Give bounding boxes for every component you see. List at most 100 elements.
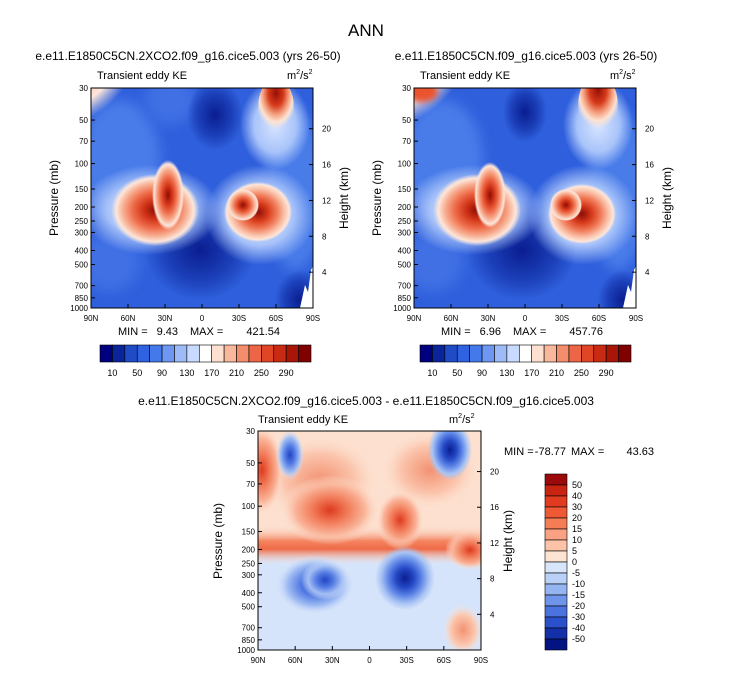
y-tick-label: 500 [398, 261, 412, 270]
x-tick-label: 30N [325, 656, 340, 665]
field-label: Transient eddy KE [420, 70, 510, 82]
colorbar-swatch [494, 344, 508, 363]
height-tick-label: 20 [645, 125, 654, 134]
colorbar-label: 50 [452, 368, 462, 378]
contour-field [414, 88, 636, 308]
x-tick-label: 60S [269, 314, 283, 323]
colorbar-swatch [161, 344, 175, 363]
colorbar-swatch [456, 344, 470, 363]
x-tick-label: 60N [121, 314, 136, 323]
y-tick-label: 100 [75, 160, 89, 169]
colorbar-label: -40 [572, 623, 585, 633]
y-tick-label: 150 [75, 185, 89, 194]
min-value: 9.43 [157, 326, 178, 338]
colorbar-label: 90 [477, 368, 487, 378]
colorbar-label: -5 [572, 568, 580, 578]
colorbar-label: -15 [572, 590, 585, 600]
y-tick-label: 30 [79, 84, 88, 93]
colorbar: 10 50 90 130 170 210 250 290 [99, 344, 312, 378]
colorbar-swatch [544, 594, 568, 607]
colorbar-swatch [186, 344, 200, 363]
colorbar-swatch [544, 638, 568, 651]
panel-title: e.e11.E1850C5CN.f09_g16.cice5.003 (yrs 2… [395, 49, 658, 63]
y-tick-label: 70 [246, 480, 255, 489]
y-tick-label: 300 [75, 228, 89, 237]
colorbar-swatch [99, 344, 113, 363]
colorbar-swatch [568, 344, 582, 363]
colorbar-swatch [149, 344, 163, 363]
y-tick-label: 200 [242, 545, 256, 554]
x-tick-label: 30S [400, 656, 414, 665]
min-label: MIN = [504, 446, 534, 458]
x-tick-label: 90S [474, 656, 488, 665]
colorbar-label: 170 [204, 368, 219, 378]
y-tick-label: 700 [242, 624, 256, 633]
colorbar-label: 20 [572, 513, 582, 523]
colorbar-swatch [618, 344, 632, 363]
height-tick-label: 12 [645, 196, 654, 205]
colorbar-swatch [543, 344, 557, 363]
colorbar-swatch [124, 344, 138, 363]
y-axis-label: Pressure (mb) [211, 503, 225, 579]
y-tick-label: 100 [242, 502, 256, 511]
y-axis-right-label: Height (km) [337, 167, 351, 229]
y-tick-label: 250 [242, 559, 256, 568]
y-axis-right-label: Height (km) [501, 510, 515, 572]
height-tick-label: 8 [645, 232, 650, 241]
colorbar-label: 0 [572, 557, 577, 567]
colorbar-label: 250 [574, 368, 589, 378]
colorbar-swatch [544, 473, 568, 486]
max-value: 43.63 [626, 446, 654, 458]
colorbar-swatch [531, 344, 545, 363]
x-tick-label: 30S [555, 314, 569, 323]
colorbar-swatch [211, 344, 225, 363]
x-tick-label: 90N [251, 656, 266, 665]
colorbar-swatch [581, 344, 595, 363]
contour-field [258, 431, 481, 650]
colorbar-swatch [544, 616, 568, 629]
height-tick-label: 16 [490, 503, 499, 512]
y-axis-label: Pressure (mb) [47, 160, 61, 236]
colorbar-label: 130 [499, 368, 514, 378]
panel-difference: e.e11.E1850C5CN.2XCO2.f09_g16.cice5.003 … [138, 394, 654, 665]
y-tick-label: 50 [402, 116, 411, 125]
y-tick-label: 300 [242, 571, 256, 580]
colorbar-swatch [544, 484, 568, 497]
y-tick-label: 70 [79, 137, 88, 146]
colorbar-label: -10 [572, 579, 585, 589]
colorbar-swatch [556, 344, 570, 363]
y-tick-label: 50 [246, 459, 255, 468]
colorbar-swatch [432, 344, 446, 363]
max-value: 457.76 [569, 326, 603, 338]
x-tick-label: 0 [200, 314, 205, 323]
height-tick-label: 8 [490, 575, 495, 584]
min-max-readout: MIN = 6.96 MAX = 457.76 [441, 326, 603, 338]
y-tick-label: 100 [398, 160, 412, 169]
colorbar-label: -20 [572, 601, 585, 611]
colorbar-label: -30 [572, 612, 585, 622]
colorbar-label: 170 [524, 368, 539, 378]
min-max-readout: MIN = -78.77 MAX = 43.63 [504, 446, 654, 458]
colorbar-swatch [198, 344, 213, 363]
y-tick-label: 400 [75, 247, 89, 256]
height-tick-label: 20 [322, 125, 331, 134]
x-tick-label: 30N [481, 314, 496, 323]
colorbar-label: -50 [572, 634, 585, 644]
y-tick-label: 700 [398, 282, 412, 291]
height-tick-label: 8 [322, 232, 327, 241]
colorbar-swatch [481, 344, 495, 363]
panel-2xco2: e.e11.E1850C5CN.2XCO2.f09_g16.cice5.003 … [35, 49, 351, 378]
x-tick-label: 90S [629, 314, 643, 323]
y-tick-label: 1000 [237, 646, 255, 655]
y-tick-label: 150 [398, 185, 412, 194]
colorbar-swatch [285, 344, 299, 363]
colorbar-label: 40 [572, 491, 582, 501]
y-tick-label: 500 [242, 603, 256, 612]
colorbar-swatch [544, 539, 568, 552]
min-label: MIN = [441, 326, 471, 338]
colorbar-swatch [544, 627, 568, 640]
y-tick-label: 850 [242, 636, 256, 645]
colorbar-swatch [544, 495, 568, 508]
